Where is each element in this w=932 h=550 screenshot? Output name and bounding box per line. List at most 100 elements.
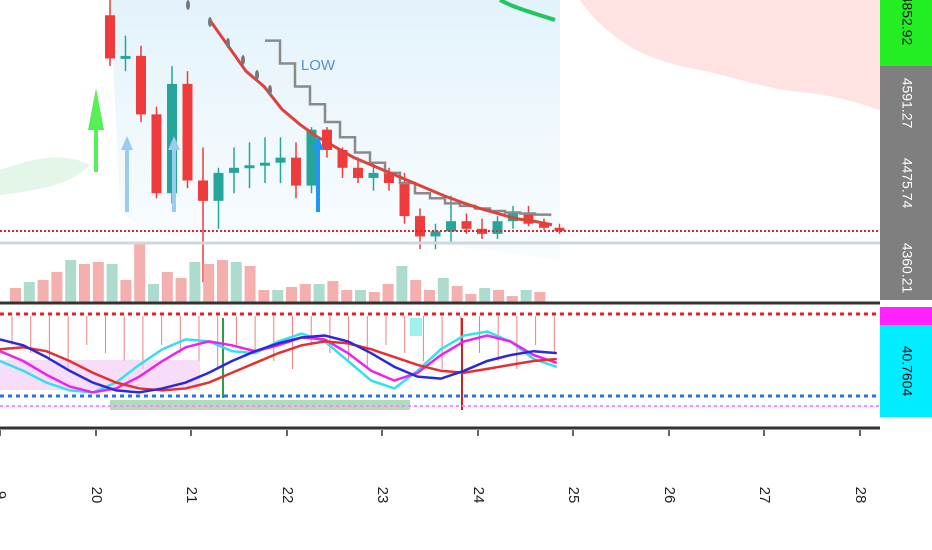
volume-bar: [451, 286, 463, 302]
candle-body: [306, 129, 317, 186]
cloud-green-area: [0, 157, 90, 195]
x-tick-label: 25: [565, 487, 582, 504]
price-label-2: 4591.27: [899, 78, 915, 129]
price-tag-top: [880, 0, 932, 66]
sar-dot: [208, 17, 212, 27]
cloud-red-area: [580, 0, 880, 110]
candle-body: [229, 167, 239, 173]
x-tick-label: 24: [470, 487, 487, 504]
osc-shade-cyan: [410, 318, 422, 336]
candle-body: [213, 172, 224, 201]
price-label-3: 4475.74: [899, 158, 915, 209]
candle-body: [291, 157, 301, 186]
volume-bar: [424, 290, 435, 302]
moving-average-line: [208, 19, 553, 227]
sar-dot: [226, 38, 230, 48]
volume-bar: [410, 280, 422, 302]
low-annotation: LOW: [301, 57, 336, 74]
volume-bar: [10, 288, 21, 302]
candle-body: [136, 55, 146, 115]
arrow-up-light-blue: [121, 136, 133, 212]
volume-bar: [479, 288, 491, 302]
candle-body: [446, 221, 456, 232]
candle-body: [167, 83, 177, 194]
magenta-level-tag: [880, 307, 932, 325]
candle-body: [477, 228, 487, 234]
price-label-4: 4360.21: [899, 243, 915, 294]
buy-arrow-green: [88, 88, 104, 172]
candle-body: [430, 231, 441, 237]
x-tick-label: 21: [183, 487, 200, 504]
candle-body: [120, 55, 131, 59]
volume-bar: [396, 266, 408, 302]
oscillator-pane[interactable]: [0, 312, 880, 410]
candle-body: [539, 223, 549, 228]
osc-line-magenta: [0, 334, 558, 394]
x-tick-label: 28: [852, 487, 869, 504]
x-tick-label: 9: [0, 491, 9, 499]
volume-bar: [79, 264, 90, 302]
price-label-top: 4852.92: [899, 0, 915, 46]
candle-body: [461, 221, 472, 229]
volume-bar: [244, 266, 256, 302]
volume-bar: [299, 284, 311, 302]
indicator-value-label: 40.7604: [899, 346, 915, 397]
sar-dot: [268, 85, 272, 95]
candle-body: [275, 157, 286, 163]
sar-dot: [186, 0, 190, 10]
volume-bar: [313, 284, 325, 302]
volume-bar: [203, 264, 215, 302]
candle-body: [198, 180, 208, 201]
volume-bar: [534, 292, 546, 302]
price-scale[interactable]: 4852.92 4591.27 4475.74 4360.21 40.7604: [880, 0, 932, 417]
volume-bar: [368, 292, 380, 302]
x-tick-label: 23: [374, 487, 391, 504]
arrow-up-blue: [312, 136, 324, 212]
candle-body: [384, 172, 394, 184]
candle-body: [368, 172, 379, 178]
candle-body: [105, 15, 115, 59]
cloud-band: [0, 0, 880, 260]
candle-body: [182, 83, 193, 181]
candle-body: [151, 114, 162, 194]
volume-bar: [37, 280, 49, 302]
volume-bar: [92, 262, 104, 302]
candle-body: [554, 227, 565, 231]
osc-line-blue: [0, 334, 557, 394]
x-tick-label: 20: [88, 487, 105, 504]
candle-body: [492, 221, 503, 234]
candle-body: [322, 129, 332, 150]
sar-dot: [241, 55, 245, 65]
x-tick-label: 26: [661, 487, 678, 504]
volume-bar: [382, 284, 394, 302]
candle-body: [260, 162, 270, 166]
volume-bar: [493, 290, 504, 302]
candle-body: [415, 216, 425, 237]
candle-body: [337, 150, 348, 168]
time-axis[interactable]: 9 20 21 22 23 24 25 26 27 28: [0, 430, 869, 503]
volume-bar: [23, 282, 35, 302]
volume-bar: [148, 284, 159, 302]
volume-bar: [506, 296, 518, 302]
candle-body: [353, 167, 363, 178]
volume-bar: [355, 290, 366, 302]
arrow-up-light-blue: [168, 136, 180, 212]
volume-bar: [286, 287, 297, 302]
volume-bar: [465, 294, 477, 302]
candle-body: [244, 165, 255, 169]
channel-band: [110, 0, 560, 260]
price-pane[interactable]: LOW: [0, 0, 880, 302]
volume-bar: [327, 281, 339, 302]
indicator-tag: [880, 325, 932, 417]
osc-line-red: [0, 340, 557, 392]
volume-bar: [65, 260, 77, 302]
volume-bar: [51, 272, 63, 302]
x-tick-label: 27: [756, 487, 773, 504]
x-tick-label: 22: [279, 487, 296, 504]
volume-bar: [437, 278, 449, 302]
sar-dot: [255, 70, 259, 80]
volume-bar: [520, 290, 532, 302]
candle-body: [523, 213, 534, 224]
volume-bar: [161, 272, 173, 302]
volume-bar: [189, 262, 201, 302]
